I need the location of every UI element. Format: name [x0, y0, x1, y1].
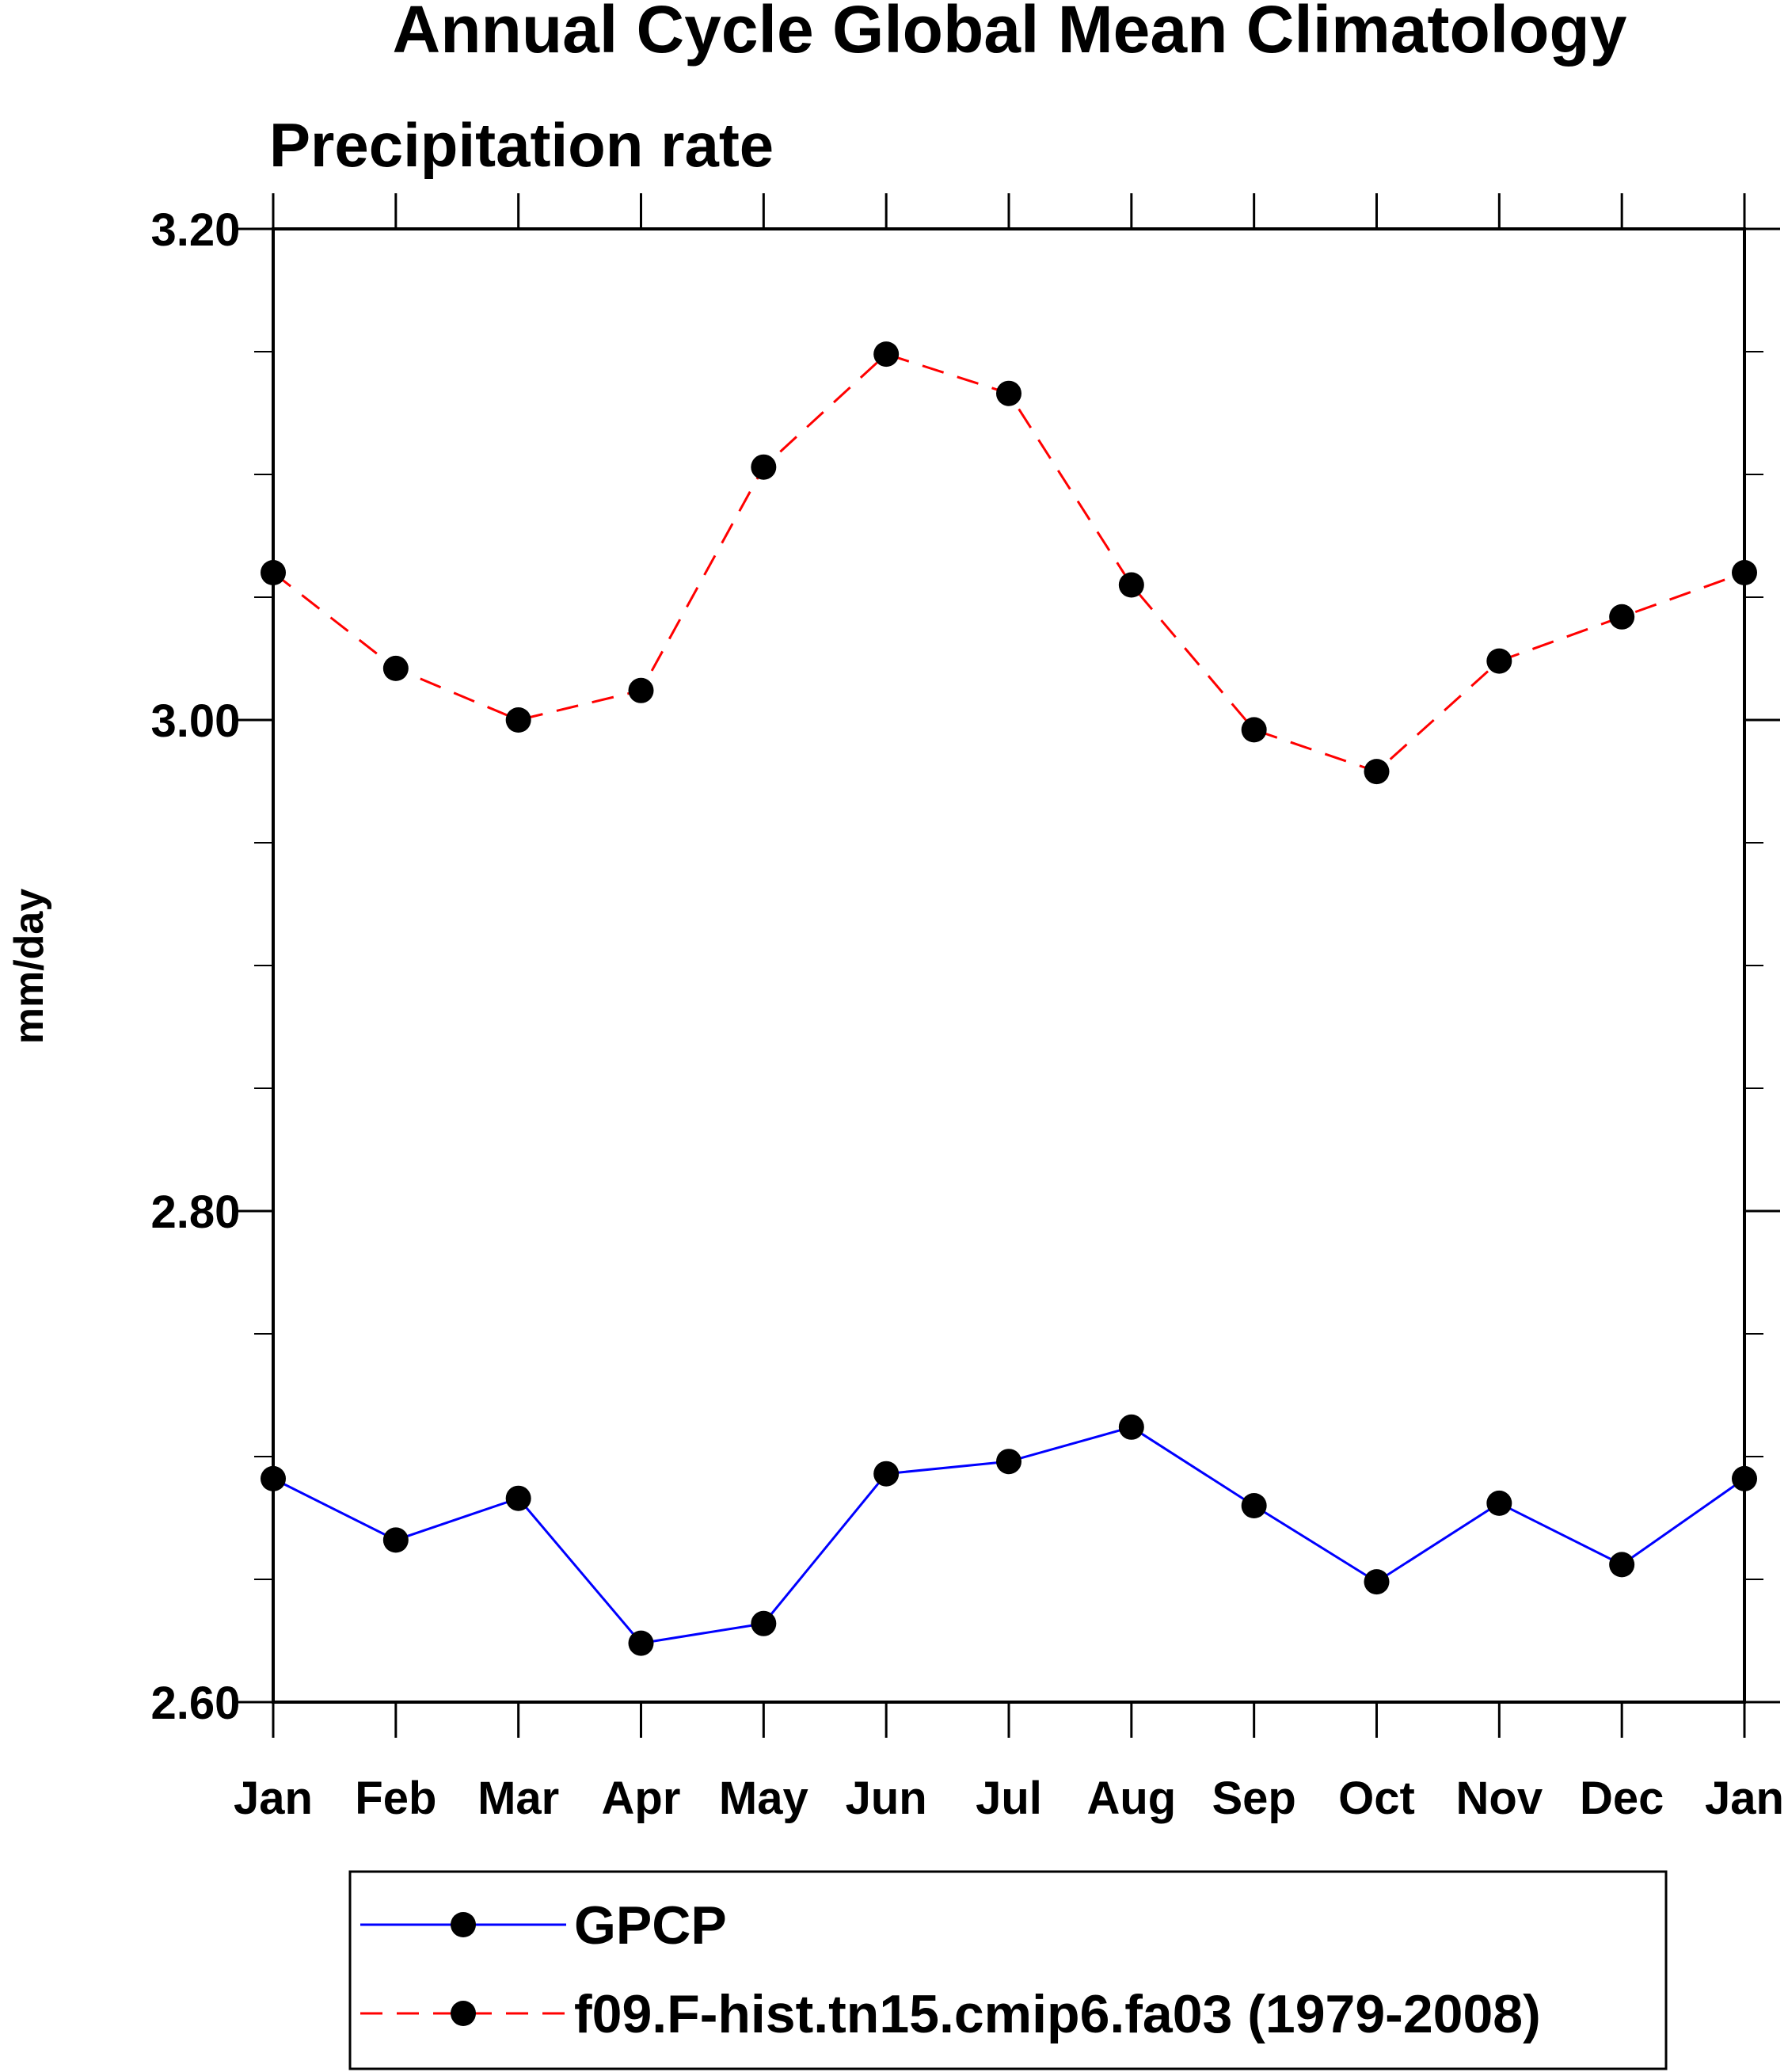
series-0-point: [1732, 1465, 1757, 1491]
series-1-point: [751, 454, 777, 480]
x-tick-labels: Jan Feb Mar Apr May Jun Jul Aug Sep Oct Nov Dec Jan: [234, 1773, 1784, 1824]
x-tick-label: Dec: [1580, 1773, 1664, 1824]
legend-box: [348, 1870, 1668, 2070]
x-tick-label: Jan: [234, 1773, 313, 1824]
series-0-point: [1364, 1569, 1390, 1595]
legend-label-gpcp: GPCP: [574, 1895, 727, 1956]
x-tick-label: Feb: [355, 1773, 436, 1824]
legend-label-model: f09.F-hist.tn15.cmip6.fa03 (1979-2008): [574, 1984, 1541, 2044]
y-tick-label: 2.60: [151, 1678, 241, 1729]
series-1-point: [996, 380, 1021, 406]
chart-subtitle: Precipitation rate: [269, 110, 774, 180]
series-0-point: [751, 1610, 777, 1636]
legend-marker-gpcp: [451, 1912, 476, 1937]
series-1-point: [628, 677, 654, 703]
y-axis-label: mm/day: [6, 889, 52, 1045]
legend: GPCP f09.F-hist.tn15.cmip6.fa03 (1979-20…: [348, 1870, 1668, 2070]
y-tick-label: 3.20: [151, 204, 241, 256]
axis-ticks: [238, 193, 1780, 1738]
series-1-point: [382, 655, 409, 681]
series-0-point: [873, 1461, 900, 1487]
x-tick-label: Jan: [1705, 1773, 1784, 1824]
y-tick-labels: 3.20 3.00 2.80 2.60: [151, 204, 241, 1729]
x-tick-label: Oct: [1338, 1773, 1415, 1824]
series-1-point: [1486, 648, 1512, 674]
series-0-point: [505, 1485, 531, 1511]
series-0-point: [382, 1527, 409, 1553]
x-tick-label: Sep: [1212, 1773, 1295, 1824]
series-0-point: [1609, 1552, 1635, 1578]
x-tick-label: Apr: [602, 1773, 681, 1824]
series-1-point: [1364, 759, 1390, 785]
legend-marker-model: [451, 2001, 476, 2026]
x-tick-label: Aug: [1086, 1773, 1176, 1824]
x-tick-label: Nov: [1456, 1773, 1543, 1824]
series-0-point: [261, 1465, 286, 1491]
series-0-point: [628, 1630, 654, 1656]
series-1-point: [1609, 604, 1635, 630]
x-tick-label: Mar: [477, 1773, 559, 1824]
series-1-point: [873, 341, 900, 368]
series-0-point: [1118, 1414, 1144, 1440]
series-1-point: [505, 707, 531, 733]
x-tick-label: Jul: [976, 1773, 1042, 1824]
series-0-point: [1486, 1490, 1512, 1516]
x-tick-label: Jun: [846, 1773, 927, 1824]
x-tick-label: May: [719, 1773, 808, 1824]
y-tick-label: 2.80: [151, 1186, 241, 1238]
series-0-point: [1241, 1493, 1267, 1518]
series-0-point: [996, 1449, 1021, 1475]
series-line-1: [272, 352, 1745, 773]
series-1-point: [1241, 717, 1267, 743]
y-tick-label: 3.00: [151, 695, 241, 747]
series-1-point: [1732, 560, 1757, 585]
chart-title: Annual Cycle Global Mean Climatology: [393, 0, 1627, 67]
series-1-point: [1118, 572, 1144, 598]
series-markers: [261, 341, 1757, 1656]
series-1-point: [261, 560, 286, 585]
plot-frame: [272, 227, 1746, 1704]
